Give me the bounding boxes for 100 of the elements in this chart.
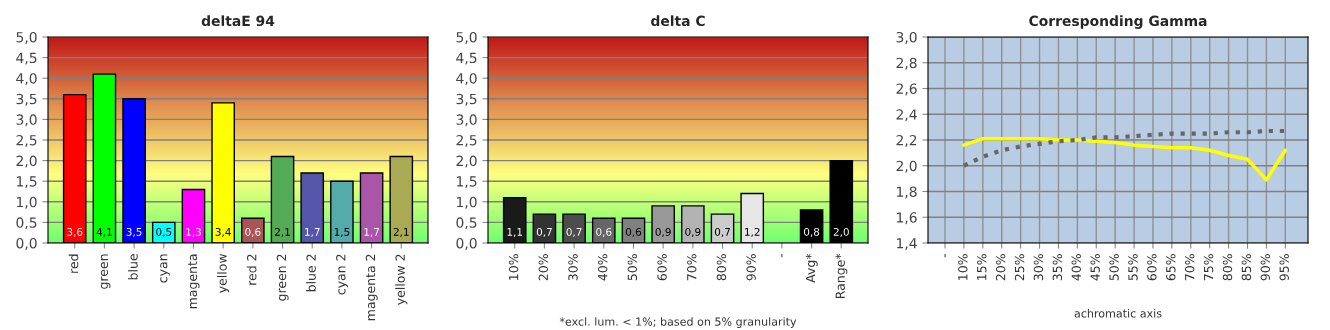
x-tick-label: 10% <box>958 254 968 280</box>
data-label: 2,1 <box>275 227 290 237</box>
x-tick-label: magenta 2 <box>365 254 378 321</box>
y-tick-label: 3,0 <box>896 31 917 44</box>
x-tick-label: - <box>781 254 783 258</box>
y-tick-label: 2,0 <box>456 155 477 168</box>
y-tick-label: 1,5 <box>17 176 37 189</box>
x-tick-label: 80% <box>1222 254 1233 281</box>
data-label: 0,6 <box>245 227 261 237</box>
y-tick-label: 3,5 <box>456 93 477 106</box>
text: *excl. lum. < 1%; based on 5% granularity <box>559 317 797 328</box>
x-tick-label: Range* <box>835 253 848 299</box>
x-tick-label: 90% <box>1260 254 1271 281</box>
x-axis-title: achromatic axis <box>1074 308 1162 318</box>
x-tick-label: 20% <box>995 254 1006 281</box>
data-label: 2,1 <box>393 227 409 237</box>
x-tick-label: 30% <box>1033 254 1044 281</box>
y-tick-label: 2,2 <box>896 134 917 147</box>
x-tick-label: cyan 2 <box>336 254 348 295</box>
data-label: 2,0 <box>833 227 849 237</box>
data-label: 1,1 <box>507 228 523 237</box>
x-tick-label: red <box>68 254 79 273</box>
x-tick-label: 20% <box>538 254 549 281</box>
x-tick-label: 10% <box>508 254 519 280</box>
y-tick-label: 2,5 <box>16 134 37 147</box>
y-tick-label: 2,6 <box>896 83 917 96</box>
data-label: 0,9 <box>685 227 701 237</box>
y-tick-label: 3,0 <box>456 114 477 127</box>
data-label: 0,7 <box>566 227 582 237</box>
chart-title: delta C <box>651 15 705 27</box>
y-tick-label: 1,6 <box>897 212 917 225</box>
y-tick-label: 2,4 <box>896 109 917 122</box>
x-tick-label: blue 2 <box>306 254 316 292</box>
y-tick-label: 1,5 <box>457 176 477 189</box>
chart-title: deltaE 94 <box>201 15 275 27</box>
x-tick-label: 30% <box>568 254 578 281</box>
x-tick-label: - <box>944 254 946 258</box>
data-label: 3,4 <box>215 227 231 237</box>
data-label: 0,7 <box>536 227 552 237</box>
y-tick-label: 3,0 <box>16 114 37 127</box>
y-tick-label: 2,0 <box>896 160 917 173</box>
x-tick-label: 75% <box>1203 254 1214 281</box>
data-label: 0,9 <box>655 227 671 237</box>
x-tick-label: 25% <box>1014 254 1025 281</box>
x-tick-label: 90% <box>746 254 756 281</box>
y-tick-label: 0,5 <box>456 217 477 230</box>
x-tick-label: red 2 <box>246 254 257 285</box>
y-tick-label: 4,5 <box>456 52 477 65</box>
data-label: 0,8 <box>804 227 820 237</box>
y-tick-label: 0,0 <box>16 237 37 250</box>
x-tick-label: 35% <box>1052 254 1063 281</box>
x-tick-label: cyan <box>160 254 170 283</box>
data-label: 3,5 <box>126 227 142 237</box>
y-tick-label: 1,0 <box>457 196 477 209</box>
y-tick-label: 4,5 <box>16 52 37 65</box>
x-tick-label: 60% <box>657 254 667 281</box>
x-tick-label: Avg* <box>805 253 818 283</box>
x-tick-label: 60% <box>1147 254 1157 281</box>
line-series <box>962 136 1288 182</box>
y-tick-label: 1,8 <box>897 186 917 199</box>
data-label: 1,3 <box>186 227 201 237</box>
y-tick-label: 2,0 <box>16 155 37 168</box>
x-tick-label: 65% <box>1166 254 1176 281</box>
y-tick-label: 0,0 <box>456 237 477 250</box>
data-label: 0,7 <box>714 227 730 237</box>
data-label: 4,1 <box>96 228 112 237</box>
x-tick-label: green 2 <box>276 254 289 301</box>
x-tick-label: blue <box>128 254 138 280</box>
x-tick-label: 50% <box>627 254 638 281</box>
y-tick-label: 2,5 <box>456 134 477 147</box>
y-tick-label: 2,8 <box>896 57 917 70</box>
x-tick-label: 50% <box>1109 254 1119 281</box>
x-tick-label: 70% <box>687 254 697 281</box>
x-tick-label: yellow 2 <box>395 254 408 305</box>
y-tick-label: 1,4 <box>897 238 917 250</box>
y-tick-label: 3,5 <box>16 93 37 106</box>
data-label: 0,6 <box>596 227 612 237</box>
x-tick-label: 45% <box>1090 254 1100 281</box>
x-tick-label: magenta <box>188 254 200 309</box>
y-tick-label: 5,0 <box>456 31 477 44</box>
y-tick-label: 4,0 <box>456 73 477 86</box>
x-tick-label: 85% <box>1241 254 1252 281</box>
x-tick-label: green <box>100 254 111 289</box>
y-tick-label: 4,0 <box>16 73 37 86</box>
y-tick-label: 1,0 <box>17 196 37 209</box>
x-tick-label: 40% <box>597 254 608 281</box>
data-label: 1,7 <box>364 228 379 237</box>
x-tick-label: 40% <box>1071 254 1081 281</box>
x-tick-label: 80% <box>716 254 727 281</box>
chart-title: Corresponding Gamma <box>1029 15 1207 29</box>
x-tick-label: 70% <box>1184 254 1195 281</box>
x-tick-label: 15% <box>977 254 987 280</box>
data-label: 1,5 <box>334 228 350 237</box>
y-tick-label: 0,5 <box>16 217 37 230</box>
data-label: 1,2 <box>745 227 760 237</box>
y-tick-label: 5,0 <box>16 31 37 44</box>
data-label: 1,7 <box>305 228 320 237</box>
data-label: 0,5 <box>156 227 172 237</box>
data-label: 3,6 <box>67 227 83 237</box>
x-tick-label: 55% <box>1128 254 1138 281</box>
